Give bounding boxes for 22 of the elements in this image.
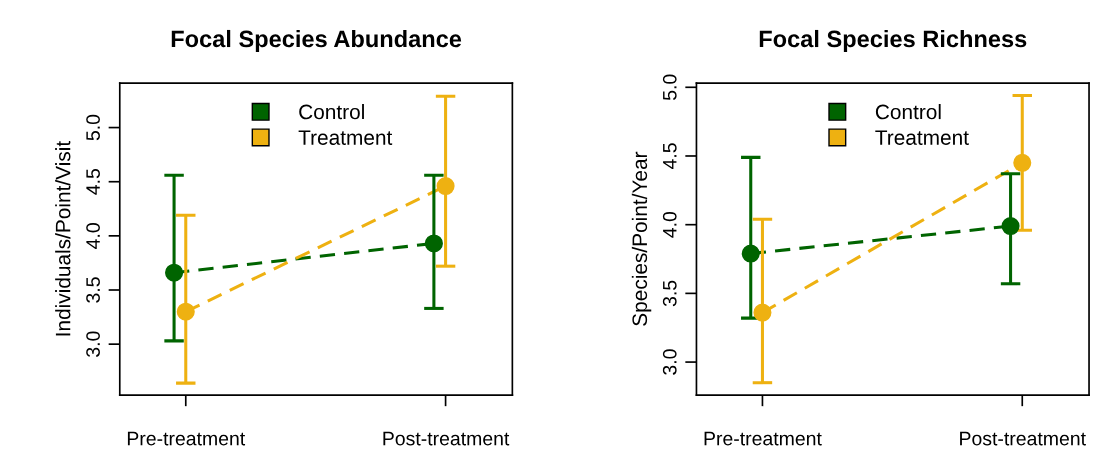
y-tick-label: 4.0 [662,211,677,238]
y-tick-label: 4.5 [86,169,100,195]
y-tick-label: 3.0 [86,331,100,357]
x-tick-label: Post-treatment [960,431,1086,446]
y-tick-label: 3.5 [662,280,677,307]
chart-title: Focal Species Richness [759,29,1027,52]
y-axis-title: Species/Point/Year [631,151,652,326]
y-tick-label: 3.5 [86,277,100,303]
legend-label: Control [875,104,941,120]
y-tick-label: 4.0 [86,223,100,249]
x-tick-label: Pre-treatment [127,431,246,446]
y-axis-title: Individuals/Point/Visit [55,141,71,336]
y-tick-label: 3.0 [662,349,677,375]
y-tick-label: 5.0 [86,114,100,141]
legend-label: Control [299,104,364,120]
x-tick-label: Pre-treatment [704,431,822,446]
legend-label: Treatment [298,130,393,145]
x-tick-label: Post-treatment [383,431,510,446]
legend-label: Treatment [875,130,969,145]
y-tick-label: 4.5 [663,143,677,170]
chart-title: Focal Species Abundance [171,29,462,52]
y-tick-label: 5.0 [662,74,677,101]
